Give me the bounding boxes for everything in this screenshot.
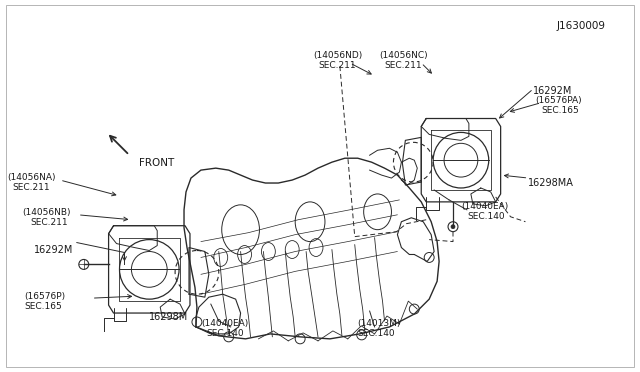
Text: (14056NB): (14056NB) — [22, 208, 71, 217]
Text: (14040EA): (14040EA) — [201, 319, 248, 328]
Text: SEC.140: SEC.140 — [467, 212, 504, 221]
Text: SEC.140: SEC.140 — [358, 329, 396, 338]
Text: (14056NC): (14056NC) — [380, 51, 428, 60]
Text: J1630009: J1630009 — [556, 21, 605, 31]
Text: (14056ND): (14056ND) — [313, 51, 362, 60]
Text: SEC.165: SEC.165 — [24, 302, 62, 311]
Text: SEC.211: SEC.211 — [30, 218, 68, 227]
Circle shape — [451, 225, 455, 229]
Text: (14056NA): (14056NA) — [7, 173, 56, 182]
Text: SEC.140: SEC.140 — [207, 329, 244, 338]
Text: (16576P): (16576P) — [24, 292, 65, 301]
Text: (14013M): (14013M) — [358, 319, 401, 328]
Text: (16576PA): (16576PA) — [536, 96, 582, 105]
Text: FRONT: FRONT — [140, 158, 175, 168]
Text: SEC.211: SEC.211 — [385, 61, 422, 70]
Text: 16292M: 16292M — [34, 244, 74, 254]
Text: (14040EA): (14040EA) — [461, 202, 508, 211]
Text: SEC.211: SEC.211 — [12, 183, 50, 192]
Text: 16292M: 16292M — [533, 86, 573, 96]
Text: SEC.211: SEC.211 — [318, 61, 356, 70]
Text: SEC.165: SEC.165 — [541, 106, 579, 115]
Text: 16298MA: 16298MA — [529, 178, 574, 188]
Text: 16298M: 16298M — [149, 312, 189, 322]
